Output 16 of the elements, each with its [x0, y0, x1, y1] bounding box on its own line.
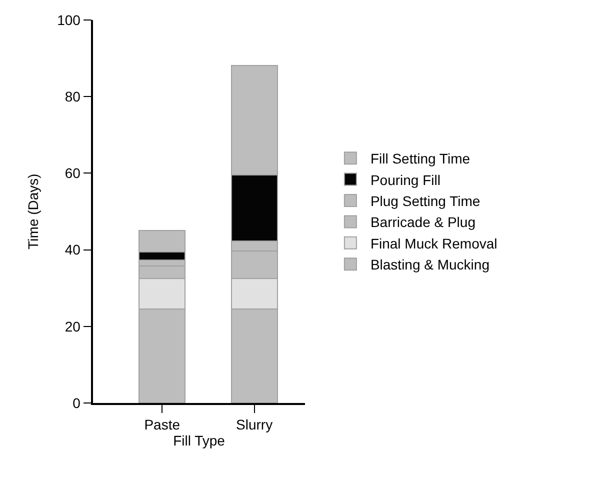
- y-tick-label: 0: [72, 394, 81, 411]
- legend-label: Blasting & Mucking: [370, 256, 490, 273]
- legend-label: Plug Setting Time: [370, 192, 480, 209]
- y-tick-label: 40: [64, 242, 81, 258]
- y-tick-label: 100: [57, 12, 81, 28]
- y-tick-label: 20: [64, 318, 81, 334]
- legend-label: Pouring Fill: [370, 172, 440, 188]
- y-axis-title: Time (Days): [25, 174, 42, 250]
- legend-label: Barricade & Plug: [370, 214, 476, 230]
- y-tick-label: 60: [64, 165, 81, 182]
- y-tick-label: 80: [64, 88, 81, 104]
- x-tick-label: Paste: [144, 416, 180, 433]
- x-tick-label: Slurry: [236, 416, 273, 433]
- legend-label: Final Muck Removal: [370, 235, 498, 252]
- x-axis-title: Fill Type: [173, 432, 226, 449]
- legend-label: Fill Setting Time: [370, 150, 470, 167]
